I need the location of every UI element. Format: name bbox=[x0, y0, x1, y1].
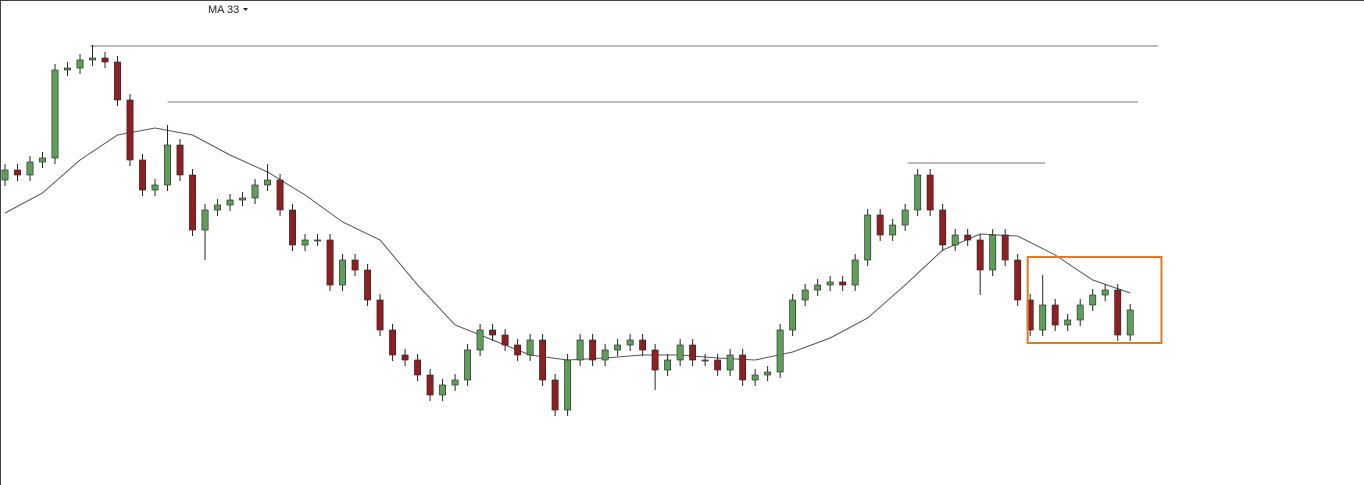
candle-body bbox=[826, 281, 834, 286]
candle-body bbox=[26, 161, 34, 176]
candle-body bbox=[689, 344, 697, 361]
candle-body bbox=[401, 354, 409, 361]
candle-body bbox=[39, 157, 46, 163]
candle-body bbox=[976, 239, 984, 271]
candle-body bbox=[464, 349, 472, 381]
indicator-label[interactable]: MA 33 bbox=[208, 4, 239, 16]
candle-body bbox=[426, 374, 434, 396]
candle-body bbox=[164, 144, 171, 186]
candle-body bbox=[789, 299, 797, 331]
candle-body bbox=[414, 359, 422, 376]
candle-body bbox=[389, 329, 396, 356]
candle-body bbox=[89, 57, 96, 61]
candle-body bbox=[501, 334, 509, 346]
candle-body bbox=[239, 197, 246, 201]
candle-body bbox=[764, 371, 772, 376]
candle-body bbox=[251, 184, 259, 199]
candle-body bbox=[926, 174, 934, 211]
candle-body bbox=[1064, 319, 1072, 326]
candle-body bbox=[739, 354, 747, 381]
candle-body bbox=[714, 359, 722, 371]
candle-body bbox=[639, 339, 647, 351]
candle-body bbox=[351, 259, 359, 271]
candle-body bbox=[1089, 294, 1097, 306]
candle-body bbox=[289, 209, 296, 246]
highlight-box bbox=[1026, 256, 1163, 344]
candle-body bbox=[476, 329, 484, 351]
candle-body bbox=[601, 349, 609, 361]
candle-body bbox=[614, 344, 622, 351]
candle-body bbox=[676, 344, 684, 361]
candle-body bbox=[951, 234, 959, 246]
candle-body bbox=[339, 259, 346, 286]
candle-body bbox=[51, 69, 59, 159]
candle-body bbox=[139, 159, 146, 191]
candle-body bbox=[14, 169, 21, 176]
candle-body bbox=[989, 234, 997, 271]
candle-body bbox=[1039, 304, 1047, 331]
candle-body bbox=[439, 384, 447, 396]
candle-body bbox=[664, 359, 672, 371]
candle-body bbox=[376, 299, 384, 331]
candle-body bbox=[551, 379, 559, 411]
candle-body bbox=[1101, 289, 1109, 296]
candle-body bbox=[76, 59, 84, 69]
dropdown-arrow[interactable] bbox=[243, 8, 248, 11]
candle-body bbox=[364, 269, 371, 301]
candle-body bbox=[889, 224, 897, 236]
candle-body bbox=[276, 179, 284, 211]
candle-body bbox=[264, 179, 271, 186]
candle-body bbox=[101, 57, 109, 63]
candle-body bbox=[1, 169, 9, 181]
candle-body bbox=[851, 259, 859, 286]
candle-body bbox=[701, 359, 709, 362]
candle-body bbox=[526, 339, 534, 356]
candle-body bbox=[539, 339, 547, 381]
candle-body bbox=[176, 144, 184, 176]
candle-body bbox=[301, 239, 309, 246]
candle-body bbox=[1051, 304, 1059, 326]
candle-body bbox=[589, 339, 597, 361]
candle-body bbox=[751, 374, 759, 381]
candle-body bbox=[914, 174, 922, 211]
candle-body bbox=[489, 329, 497, 336]
candle-body bbox=[126, 99, 134, 161]
candle-body bbox=[64, 67, 71, 71]
candle-body bbox=[1001, 234, 1009, 261]
candle-body bbox=[876, 214, 884, 236]
candle-body bbox=[151, 184, 159, 191]
candle-body bbox=[726, 354, 734, 371]
candle-body bbox=[939, 209, 947, 246]
candle-body bbox=[651, 349, 659, 371]
candle-body bbox=[964, 234, 972, 241]
candle-body bbox=[451, 379, 459, 386]
candle-body bbox=[1126, 309, 1134, 336]
candle-body bbox=[514, 344, 522, 356]
candle-body bbox=[326, 239, 334, 286]
candle-body bbox=[839, 281, 847, 286]
candle-body bbox=[1114, 289, 1122, 336]
candle-body bbox=[314, 239, 321, 242]
candle-body bbox=[114, 61, 121, 101]
candle-body bbox=[864, 214, 872, 261]
candle-body bbox=[576, 339, 584, 361]
candle-body bbox=[201, 209, 209, 231]
candle-body bbox=[801, 289, 809, 301]
candle-body bbox=[226, 199, 234, 206]
candle-body bbox=[189, 174, 196, 231]
candle-body bbox=[1076, 304, 1084, 321]
candle-body bbox=[776, 329, 784, 373]
candle-body bbox=[214, 204, 221, 211]
candle-body bbox=[814, 284, 822, 291]
candle-body bbox=[626, 339, 634, 346]
candle-body bbox=[564, 359, 572, 411]
candle-body bbox=[901, 209, 909, 226]
candle-body bbox=[1014, 259, 1022, 301]
